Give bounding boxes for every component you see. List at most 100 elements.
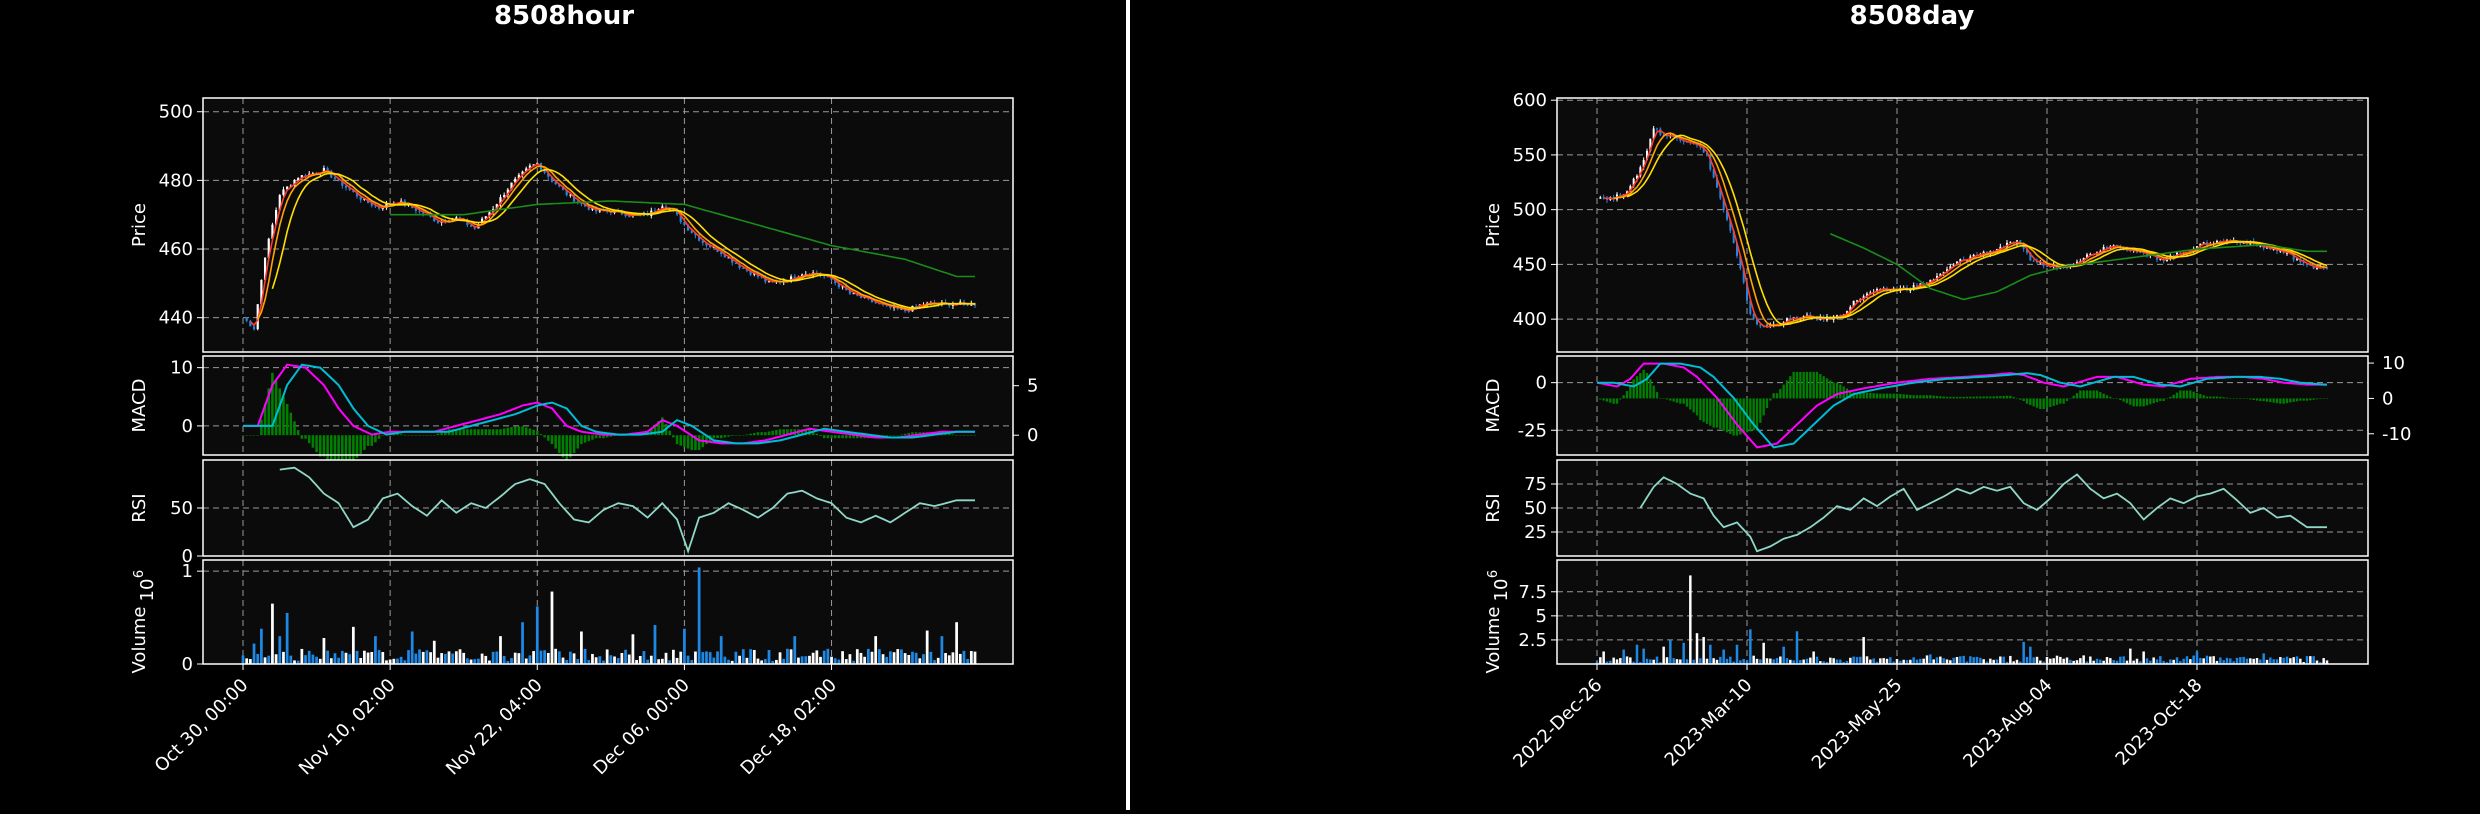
- macd-histogram-bar: [1789, 376, 1792, 399]
- candle-body: [1649, 138, 1652, 151]
- rsi-ytick-label: 75: [1524, 474, 1547, 495]
- macd-histogram-bar: [440, 432, 443, 436]
- candle-body: [686, 225, 690, 231]
- candle-body: [286, 186, 289, 190]
- candle-body: [2159, 258, 2162, 260]
- volume-bar: [1719, 656, 1722, 664]
- macd-histogram-bar: [396, 433, 399, 436]
- macd-histogram-bar: [2115, 398, 2119, 399]
- macd-panel-frame: [1556, 355, 2369, 456]
- volume-bar: [2272, 659, 2275, 664]
- volume-bar: [2149, 660, 2152, 664]
- candle-body: [749, 270, 752, 275]
- macd-histogram-bar: [1819, 374, 1822, 399]
- candle-body: [344, 185, 348, 188]
- macd-histogram-bar: [741, 435, 745, 436]
- candle-body: [333, 177, 337, 179]
- macd-histogram-bar: [1625, 391, 1629, 399]
- volume-bar: [318, 658, 322, 664]
- volume-bar: [933, 660, 936, 664]
- macd-histogram-bar: [1912, 395, 1915, 399]
- macd-histogram-bar: [1799, 371, 1802, 399]
- volume-bar: [1765, 658, 1769, 664]
- macd-histogram-bar: [370, 435, 374, 446]
- macd-histogram-bar: [1622, 395, 1625, 399]
- volume-bar: [2095, 658, 2099, 664]
- moving-average-mid: [1613, 132, 2328, 327]
- volume-bar: [1955, 656, 1959, 664]
- volume-bar: [557, 651, 561, 664]
- macd-histogram-bar: [1679, 398, 1682, 404]
- volume-bar: [1869, 659, 1872, 664]
- volume-bar: [826, 648, 830, 664]
- volume-bar: [1989, 658, 1992, 664]
- candle-body: [2089, 254, 2092, 256]
- macd-histogram-bar: [830, 435, 833, 439]
- macd-histogram-bar: [1949, 396, 1952, 399]
- volume-bar: [1929, 654, 1932, 664]
- volume-bar: [2282, 657, 2285, 664]
- macd-histogram-bar: [2199, 394, 2202, 399]
- volume-bar: [1605, 661, 1609, 664]
- volume-bar: [2012, 661, 2015, 664]
- volume-bar: [477, 658, 480, 664]
- candle-body: [2286, 252, 2288, 254]
- volume-bar: [2275, 659, 2279, 664]
- volume-bar: [2315, 660, 2319, 664]
- macd-histogram-bar: [650, 428, 653, 436]
- candle-body: [2106, 247, 2108, 249]
- volume-bar: [708, 652, 712, 664]
- macd-histogram-bar: [517, 426, 521, 436]
- volume-bar: [605, 649, 609, 664]
- candle-body: [565, 189, 568, 196]
- volume-bar: [2055, 655, 2059, 664]
- volume-bar: [528, 655, 532, 664]
- candle-body: [558, 184, 561, 187]
- candle-body: [267, 238, 270, 258]
- macd-histogram-bar: [1755, 398, 1759, 431]
- macd-histogram-bar: [1612, 398, 1615, 404]
- macd-histogram-bar: [344, 435, 348, 467]
- volume-bar: [1699, 658, 1702, 664]
- candle-body: [2179, 252, 2182, 254]
- volume-bar: [1845, 661, 1849, 664]
- volume-bar: [2105, 657, 2109, 664]
- candle-body: [1972, 254, 1975, 257]
- volume-bar: [962, 650, 966, 664]
- volume-bar: [1852, 656, 1855, 664]
- macd-histogram-bar: [1985, 396, 1989, 399]
- volume-bar: [683, 628, 686, 664]
- volume-bar: [271, 603, 274, 664]
- macd-histogram-bar: [760, 432, 763, 436]
- volume-bar: [315, 656, 318, 664]
- volume-bar: [852, 660, 855, 664]
- macd-histogram-bar: [2309, 398, 2312, 401]
- candle-body: [543, 169, 546, 173]
- macd-histogram-bar: [602, 435, 605, 439]
- volume-bar: [2002, 656, 2005, 664]
- macd-histogram-bar: [499, 429, 502, 436]
- volume-bar: [1679, 659, 1682, 664]
- macd-histogram-bar: [304, 435, 307, 439]
- macd-histogram-bar: [2182, 390, 2185, 399]
- candle-body: [852, 293, 855, 295]
- candle-body: [2292, 254, 2295, 260]
- macd-histogram-bar: [1605, 398, 1609, 402]
- candle-body: [514, 178, 517, 183]
- candle-body: [2272, 248, 2275, 250]
- macd-histogram-bar: [1882, 393, 1885, 399]
- candle-body: [1749, 300, 1752, 314]
- volume-bar: [1672, 658, 1675, 664]
- vol-panel-bg: [1557, 560, 2368, 664]
- price-ytick-label: 480: [159, 170, 193, 191]
- volume-bar: [2052, 658, 2055, 664]
- volume-bar: [1905, 660, 1909, 664]
- volume-bar: [565, 659, 569, 664]
- macd-histogram-bar: [2215, 396, 2219, 399]
- macd-histogram-bar: [756, 432, 760, 436]
- macd-histogram-bar: [657, 421, 660, 436]
- candle-body: [1659, 128, 1662, 135]
- macd-histogram-bar: [414, 435, 418, 436]
- candle-body: [1746, 282, 1748, 301]
- macd-histogram-bar: [330, 435, 333, 464]
